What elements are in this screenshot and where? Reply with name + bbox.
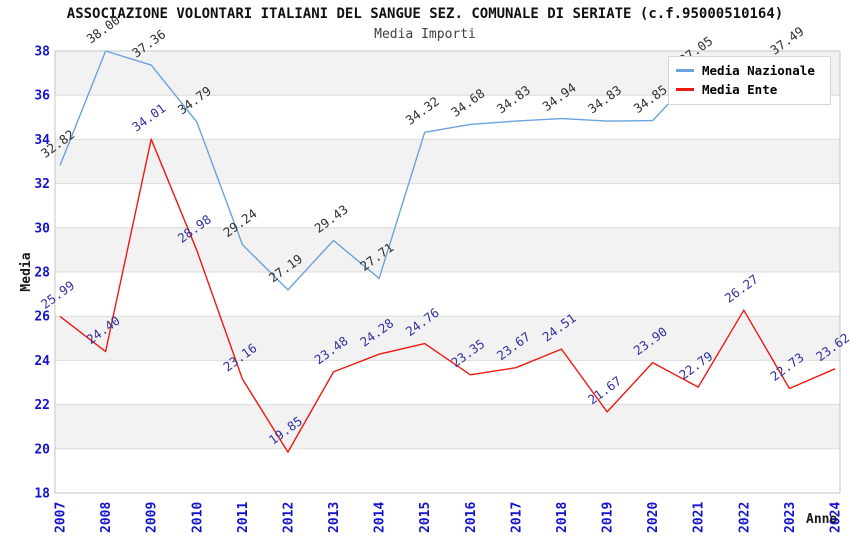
y-tick-label: 22 — [34, 398, 50, 413]
legend-label: Media Nazionale — [702, 63, 815, 78]
y-tick-label: 38 — [34, 45, 50, 60]
data-label: 34.01 — [129, 100, 168, 134]
x-tick-label: 2016 — [464, 502, 479, 533]
legend-dash-blue-icon — [676, 69, 694, 72]
x-axis-title: Anno — [806, 512, 838, 527]
data-label: 25.99 — [38, 278, 77, 312]
plot-border — [54, 50, 841, 494]
data-label: 38.00 — [84, 12, 123, 46]
y-tick-label: 36 — [34, 89, 50, 104]
data-label: 21.67 — [585, 373, 624, 407]
x-tick-label: 2007 — [54, 502, 69, 533]
y-axis-title: Media — [19, 252, 34, 291]
y-tick-label: 32 — [34, 177, 50, 192]
legend-item-media-ente: Media Ente — [676, 80, 824, 99]
legend-dash-red-icon — [676, 88, 694, 91]
x-tick-label: 2008 — [99, 502, 114, 533]
series-line-media-nazionale — [59, 50, 790, 291]
background-stripe — [55, 227, 840, 272]
background-stripe — [55, 404, 840, 449]
chart-legend: Media Nazionale Media Ente — [668, 56, 831, 105]
chart-title: ASSOCIAZIONE VOLONTARI ITALIANI DEL SANG… — [66, 6, 784, 22]
x-tick-label: 2020 — [646, 502, 661, 533]
x-tick-label: 2010 — [190, 502, 205, 533]
y-tick-label: 18 — [34, 487, 50, 502]
x-tick-label: 2013 — [327, 502, 342, 533]
y-tick-label: 34 — [34, 133, 50, 148]
x-tick-label: 2015 — [418, 502, 433, 533]
chart-subtitle: Media Importi — [374, 27, 476, 42]
y-tick-label: 28 — [34, 266, 50, 281]
x-tick-label: 2009 — [145, 502, 160, 533]
x-tick-label: 2024 — [829, 502, 844, 533]
y-tick-label: 26 — [34, 310, 50, 325]
data-label: 34.32 — [403, 93, 442, 127]
x-tick-label: 2023 — [783, 502, 798, 533]
x-tick-label: 2017 — [509, 502, 524, 533]
x-tick-label: 2014 — [373, 502, 388, 533]
legend-label: Media Ente — [702, 82, 778, 97]
x-tick-label: 2022 — [737, 502, 752, 533]
background-stripe — [55, 139, 840, 184]
legend-item-media-nazionale: Media Nazionale — [676, 61, 824, 80]
data-label: 26.27 — [722, 271, 761, 305]
x-tick-label: 2011 — [236, 502, 251, 533]
x-tick-label: 2021 — [692, 502, 707, 533]
series-line-media-ente — [59, 138, 836, 453]
y-tick-label: 20 — [34, 442, 50, 457]
y-tick-label: 30 — [34, 221, 50, 236]
background-stripe — [55, 316, 840, 361]
x-tick-label: 2012 — [281, 502, 296, 533]
x-tick-label: 2019 — [601, 502, 616, 533]
y-tick-label: 24 — [34, 354, 50, 369]
x-tick-label: 2018 — [555, 502, 570, 533]
